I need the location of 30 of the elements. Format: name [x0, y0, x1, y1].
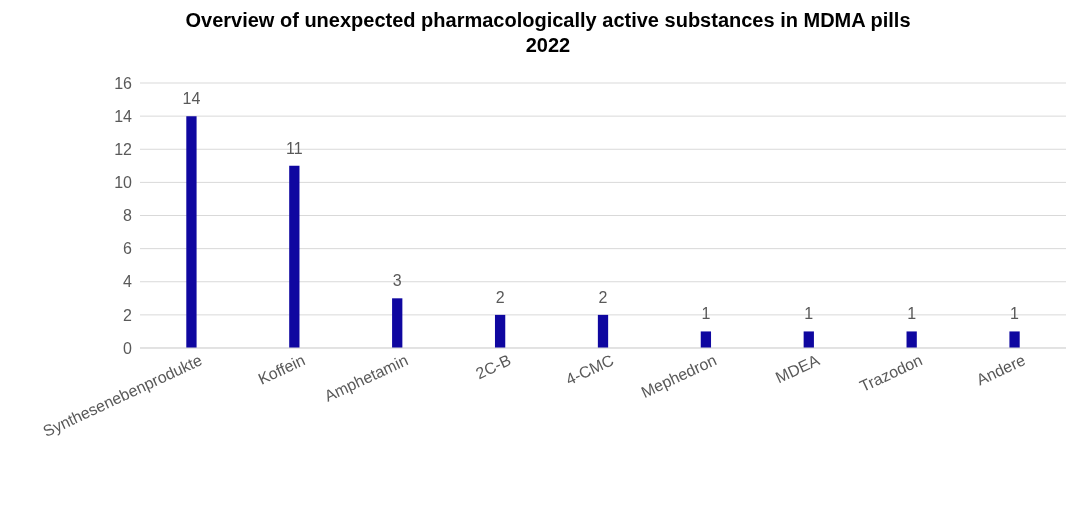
y-tick-label: 0 — [123, 339, 133, 357]
bar — [906, 331, 917, 348]
bar — [597, 314, 609, 348]
y-tick-label: 10 — [114, 174, 133, 192]
y-tick-label: 6 — [123, 240, 133, 258]
data-label: 1 — [701, 305, 711, 323]
data-label: 14 — [182, 90, 201, 108]
y-tick-label: 16 — [114, 74, 133, 92]
bar — [186, 116, 197, 348]
bar — [700, 331, 712, 348]
data-label: 11 — [286, 139, 303, 157]
bar — [289, 165, 300, 348]
x-tick-label: MDEA — [772, 351, 823, 387]
data-label: 2 — [495, 288, 505, 306]
bar — [494, 314, 506, 348]
data-label: 3 — [392, 272, 402, 290]
chart-title: Overview of unexpected pharmacologically active substances in MDMA pills 2022 — [184, 8, 912, 58]
bar — [392, 298, 403, 348]
data-label: 1 — [804, 305, 814, 323]
bar — [1009, 331, 1020, 348]
y-tick-label: 12 — [114, 140, 133, 158]
y-tick-label: 2 — [123, 306, 133, 324]
bar — [803, 331, 814, 348]
y-tick-label: 4 — [123, 273, 133, 291]
data-label: 2 — [598, 288, 608, 306]
x-tick-label: 2C-B — [473, 351, 514, 383]
data-label: 1 — [907, 305, 917, 323]
y-tick-label: 8 — [123, 207, 133, 225]
data-label: 1 — [1010, 305, 1020, 323]
y-tick-label: 14 — [114, 107, 133, 125]
